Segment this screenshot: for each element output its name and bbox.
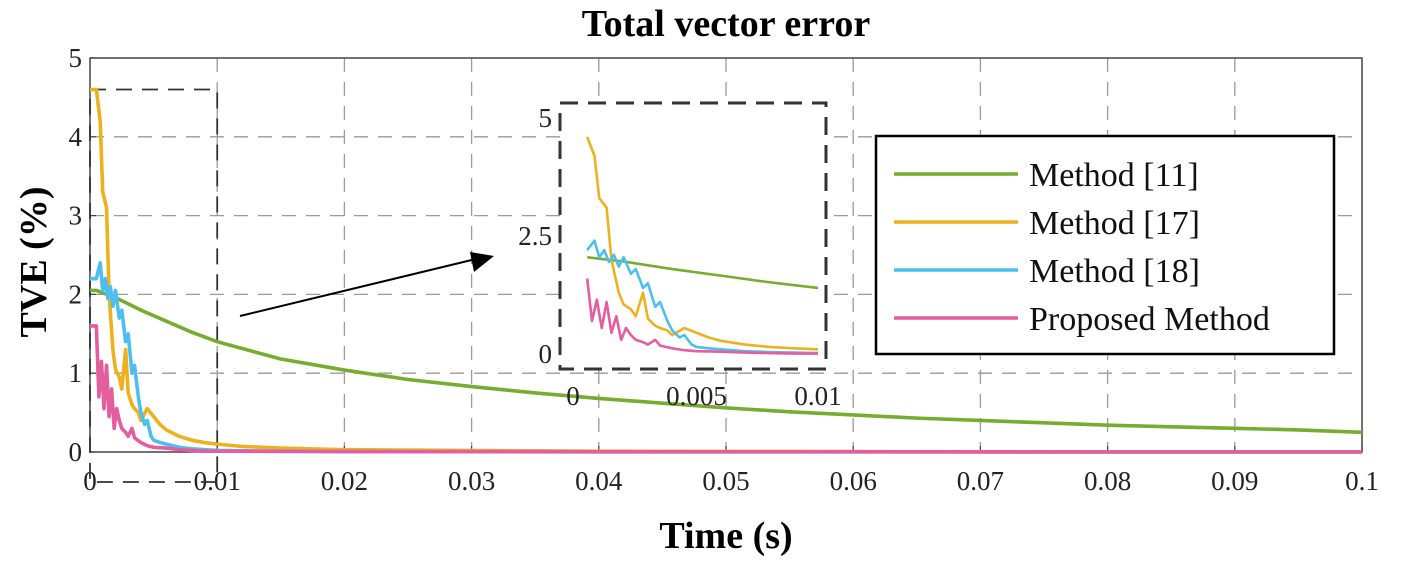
x-tick-label: 0.07	[957, 466, 1004, 496]
x-tick-label: 0.09	[1211, 466, 1258, 496]
x-tick-label: 0.04	[575, 466, 623, 496]
legend-label: Method [18]	[1029, 253, 1200, 290]
legend-label: Method [11]	[1029, 157, 1199, 194]
legend-label: Method [17]	[1029, 205, 1200, 242]
series-line	[90, 324, 1362, 454]
inset-y-tick-label: 5	[539, 103, 553, 133]
main-ticks: 0 0.01 0.02 0.03 0.04 0.05 0.06 0.07 0.08 0.09 0.1…	[69, 43, 1379, 496]
inset-y-tick-label: 2.5	[518, 221, 552, 251]
inset-x-tick-label: 0.005	[666, 381, 727, 411]
x-axis-label: Time (s)	[659, 515, 792, 557]
x-tick-label: 0.03	[448, 466, 495, 496]
inset-series-line	[586, 239, 819, 355]
inset-series-line	[585, 136, 819, 351]
main-series	[90, 87, 1363, 454]
y-tick-label: 5	[69, 43, 83, 73]
inset-series-line	[586, 255, 819, 290]
x-tick-label: 0.08	[1084, 466, 1131, 496]
zoom-region-box	[89, 88, 219, 483]
inset-series-line	[585, 278, 818, 355]
zoom-arrow	[239, 252, 494, 317]
y-tick-label: 1	[69, 358, 83, 388]
chart-title: Total vector error	[582, 3, 871, 45]
legend: Method [11] Method [17] Method [18] Propose…	[874, 134, 1336, 356]
y-axis-label: TVE (%)	[13, 187, 55, 338]
inset-x-tick-label: 0.01	[794, 381, 841, 411]
y-tick-label: 4	[69, 122, 83, 152]
y-tick-label: 3	[69, 201, 83, 231]
x-tick-label: 0.1	[1345, 466, 1379, 496]
x-tick-label: 0.06	[830, 466, 877, 496]
inset-plot: 0 2.5 5 0 0.005 0.01	[518, 101, 842, 411]
y-tick-label: 0	[69, 437, 83, 467]
inset-frame	[558, 101, 828, 371]
arrow-line	[239, 255, 482, 317]
x-tick-label: 0.02	[321, 466, 368, 496]
series-line	[90, 87, 1363, 454]
inset-y-tick-label: 0	[539, 339, 553, 369]
x-tick-label: 0.05	[702, 466, 749, 496]
y-tick-label: 2	[69, 279, 83, 309]
series-line	[90, 288, 1363, 435]
arrow-head	[470, 252, 494, 272]
zoom-rect	[89, 88, 219, 483]
x-tick-label: 0	[83, 466, 97, 496]
inset-x-tick-label: 0	[566, 381, 580, 411]
legend-label: Proposed Method	[1029, 301, 1270, 338]
